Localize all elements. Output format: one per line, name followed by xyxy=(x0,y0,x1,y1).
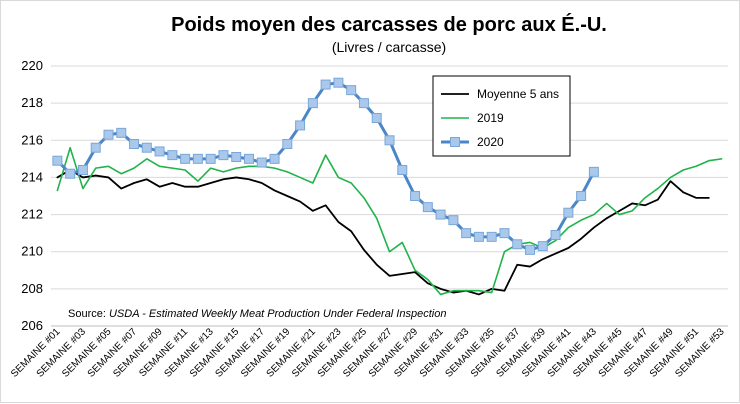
legend-label-2: 2019 xyxy=(477,111,504,125)
data-point-3-31 xyxy=(435,209,446,220)
data-point-3-10 xyxy=(167,150,178,161)
data-point-3-7 xyxy=(129,139,140,149)
data-point-3-23 xyxy=(333,77,344,88)
data-point-3-26 xyxy=(371,113,382,123)
y-tick-label-206: 206 xyxy=(21,318,43,333)
y-tick-label-212: 212 xyxy=(21,207,43,222)
series-layer xyxy=(52,77,723,296)
data-point-3-41 xyxy=(563,207,574,218)
data-point-3-5 xyxy=(103,129,114,140)
grid-layer xyxy=(51,65,728,327)
data-point-3-29 xyxy=(410,191,421,201)
data-point-3-39 xyxy=(537,241,548,252)
data-point-3-2 xyxy=(65,168,76,179)
source-text: USDA - Estimated Weekly Meat Production … xyxy=(109,308,446,320)
data-point-3-25 xyxy=(358,98,369,109)
source-prefix: Source: xyxy=(68,308,109,320)
data-point-3-8 xyxy=(141,142,152,153)
y-tick-label-218: 218 xyxy=(21,95,43,110)
data-point-3-42 xyxy=(576,191,587,201)
legend-label-1: Moyenne 5 ans xyxy=(477,87,559,101)
data-point-3-27 xyxy=(384,135,395,146)
data-point-3-43 xyxy=(588,166,599,177)
y-tick-label-210: 210 xyxy=(21,244,43,259)
legend-label-3: 2020 xyxy=(477,135,504,149)
data-point-3-32 xyxy=(448,215,459,226)
y-tick-label-216: 216 xyxy=(21,132,43,147)
data-point-3-34 xyxy=(473,231,484,242)
data-point-3-33 xyxy=(461,228,472,239)
data-point-3-24 xyxy=(346,85,357,96)
chart-subtitle: (Livres / carcasse) xyxy=(332,39,446,55)
data-point-3-17 xyxy=(256,157,267,168)
y-tick-label-208: 208 xyxy=(21,281,43,296)
data-point-3-18 xyxy=(269,153,280,164)
data-point-3-36 xyxy=(499,228,510,239)
data-point-3-28 xyxy=(397,165,408,175)
data-point-3-20 xyxy=(295,120,306,131)
legend: Moyenne 5 ans 2019 2020 xyxy=(432,75,571,157)
data-point-3-1 xyxy=(52,155,63,166)
data-point-3-9 xyxy=(154,146,165,157)
data-point-3-11 xyxy=(180,153,191,164)
data-point-3-13 xyxy=(205,153,216,164)
series-line-2 xyxy=(56,146,723,296)
series-3 xyxy=(52,77,599,255)
series-1 xyxy=(56,169,710,296)
data-point-3-12 xyxy=(192,153,203,164)
data-point-3-16 xyxy=(243,153,254,164)
data-point-3-35 xyxy=(486,231,497,242)
data-point-3-3 xyxy=(77,165,88,175)
data-point-3-15 xyxy=(231,152,242,162)
chart-title: Poids moyen des carcasses de porc aux É.… xyxy=(171,13,607,36)
data-point-3-38 xyxy=(525,244,536,255)
source-note: Source: USDA - Estimated Weekly Meat Pro… xyxy=(68,308,446,320)
series-2 xyxy=(56,146,723,296)
data-point-3-37 xyxy=(512,239,523,250)
data-point-3-4 xyxy=(90,142,101,153)
legend-marker-3 xyxy=(450,137,460,147)
y-tick-label-214: 214 xyxy=(21,169,43,184)
data-point-3-22 xyxy=(320,79,331,90)
data-point-3-40 xyxy=(550,230,561,240)
data-point-3-14 xyxy=(218,150,229,161)
series-line-1 xyxy=(56,169,710,296)
data-point-3-6 xyxy=(116,127,127,138)
data-point-3-30 xyxy=(422,202,433,213)
data-point-3-19 xyxy=(282,139,293,149)
y-tick-label-220: 220 xyxy=(21,58,43,73)
data-point-3-21 xyxy=(307,98,318,109)
